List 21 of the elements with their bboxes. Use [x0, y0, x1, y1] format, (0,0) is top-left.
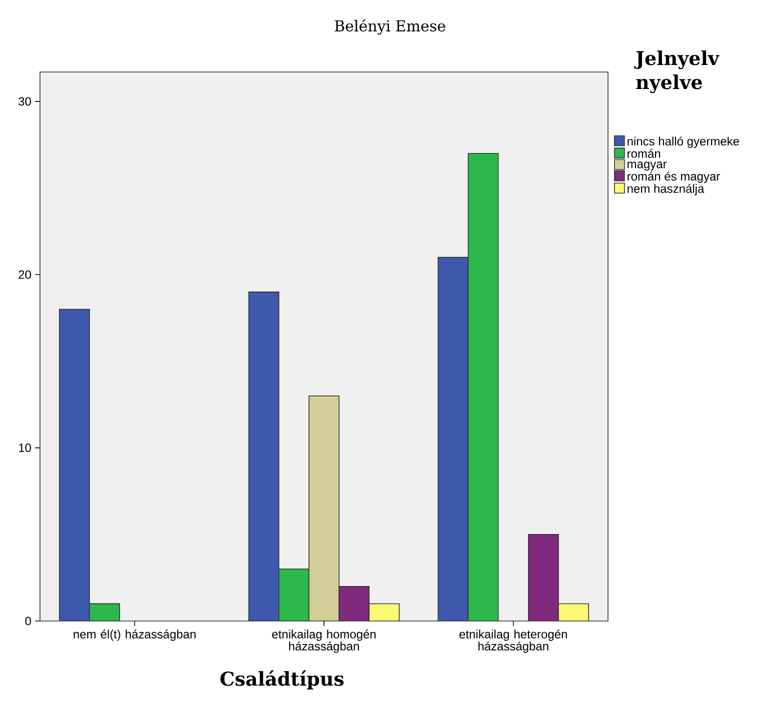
x-axis-title: Családtípus: [220, 670, 344, 690]
bar: [248, 292, 280, 621]
y-tick-label: 20: [18, 270, 32, 279]
bar: [278, 568, 310, 621]
legend-title: Jelnyelv nyelve: [634, 50, 720, 94]
bar: [89, 603, 120, 621]
x-tick-label: nem él(t) házasságban: [74, 630, 196, 641]
y-tick-label: 30: [18, 97, 32, 106]
legend-label: nem használja: [628, 184, 704, 196]
bar: [438, 256, 469, 621]
x-tick-label: etnikailag homogén házasságban: [272, 630, 376, 653]
x-tick-label: etnikailag heterogén házasságban: [459, 630, 567, 653]
legend-label: román és magyar: [628, 172, 720, 183]
bar: [59, 308, 90, 621]
legend-label: magyar: [628, 162, 667, 171]
y-tick-label: 10: [19, 444, 32, 452]
legend-label: román: [628, 148, 660, 158]
text: Belényi Emese: [334, 19, 446, 35]
y-tick-label: 0: [25, 616, 32, 626]
bar: [468, 152, 499, 621]
legend-label: nincs halló gyermeke: [628, 136, 739, 148]
